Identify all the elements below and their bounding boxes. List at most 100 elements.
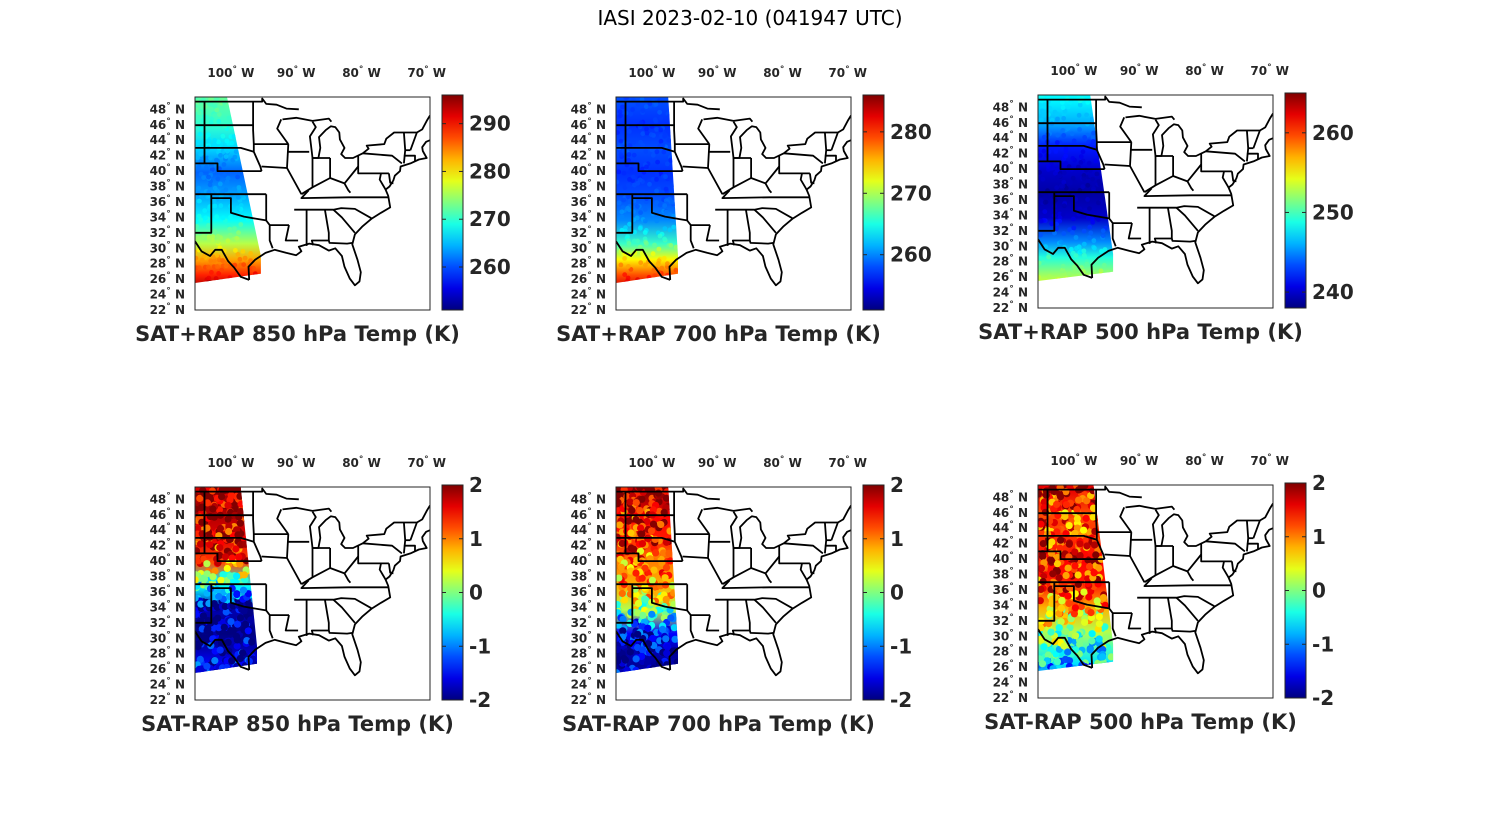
footprint-marker [1094,171,1100,177]
panel-title: SAT-RAP 700 hPa Temp (K) [562,712,875,736]
footprint-marker [212,138,218,143]
map-boundaries [616,97,851,287]
footprint-marker [1038,232,1043,238]
footprint-marker [619,227,625,233]
footprint-marker [616,200,622,206]
footprint-marker [1093,158,1098,164]
footprint-marker [1101,262,1107,268]
footprint-marker [626,498,634,506]
lat-tick-label: 40° N [571,163,606,178]
lat-tick-label: 24° N [150,677,185,692]
footprint-marker [662,595,670,603]
footprint-marker [195,571,200,579]
footprint-marker [656,246,662,252]
footprint-marker [632,569,640,577]
footprint-marker [196,110,202,116]
footprint-marker [648,132,654,138]
footprint-marker [1039,95,1045,100]
lat-tick-label: 44° N [993,130,1028,145]
footprint-marker [233,591,241,599]
footprint-marker [618,152,624,157]
footprint-marker [232,226,237,232]
lat-tick-label: 36° N [993,582,1028,597]
footprint-marker [227,627,235,635]
footprint-marker [616,179,620,185]
lat-tick-label: 40° N [150,163,185,178]
lat-tick-label: 42° N [571,148,606,163]
footprint-marker [637,530,645,538]
footprint-marker [622,256,627,261]
footprint-marker [206,206,212,212]
footprint-marker [207,182,213,188]
footprint-marker [660,142,666,148]
lat-tick-label: 36° N [571,584,606,599]
footprint-marker [1062,170,1067,176]
footprint-marker [1076,244,1082,250]
footprint-marker [1062,571,1070,580]
footprint-marker [1041,148,1047,154]
footprint-marker [1090,135,1096,141]
map-boundaries [1038,95,1273,285]
footprint-marker [235,553,243,561]
footprint-marker [657,109,662,115]
footprint-marker [621,170,627,176]
footprint-marker [201,175,206,180]
footprint-marker [204,155,210,161]
lat-tick-label: 34° N [150,599,185,614]
footprint-marker [670,624,678,632]
footprint-marker [643,149,649,154]
lat-tick-label: 22° N [571,692,606,707]
lat-tick-label: 36° N [993,192,1028,207]
footprint-marker [637,244,643,250]
footprint-marker [223,154,229,159]
footprint-marker [1051,583,1060,591]
footprint-marker [653,118,659,124]
footprint-marker [1085,562,1094,571]
footprint-marker [1068,246,1074,252]
footprint-marker [1060,105,1066,111]
footprint-marker [673,244,678,250]
footprint-marker [652,273,658,279]
footprint-marker [658,115,664,121]
footprint-marker [642,207,648,212]
footprint-marker [1038,218,1044,224]
footprint-marker [1065,583,1074,591]
footprint-marker [1064,592,1072,600]
lat-tick-label: 24° N [571,677,606,692]
footprint-marker [196,265,202,270]
footprint-marker [238,222,244,227]
footprint-marker [244,590,253,598]
footprint-marker [233,620,242,628]
footprint-marker [1080,184,1086,190]
footprint-marker [227,618,235,626]
footprint-marker [1073,515,1081,523]
footprint-marker [233,632,241,640]
footprint-marker [621,197,627,203]
footprint-marker [203,570,211,578]
lon-tick-label: 70° W [828,455,867,470]
footprint-marker [226,115,232,121]
footprint-marker [650,566,658,574]
footprint-marker [1065,125,1071,131]
footprint-marker [197,617,205,625]
lat-tick-label: 26° N [150,661,185,676]
footprint-marker [1091,130,1096,136]
colorbar-tick-label: 290 [469,112,511,136]
footprint-marker [1044,213,1050,218]
footprint-marker [225,527,233,536]
footprint-marker [654,200,660,205]
footprint-marker [1038,153,1043,158]
footprint-marker [1045,620,1053,628]
footprint-marker [673,658,678,666]
lat-tick-label: 38° N [571,179,606,194]
footprint-marker [1077,102,1083,108]
footprint-marker [235,174,240,180]
footprint-marker [1102,247,1108,252]
footprint-marker [1086,160,1092,166]
footprint-marker [209,270,214,275]
footprint-marker [236,560,244,568]
footprint-marker [620,205,626,211]
lat-tick-label: 34° N [993,597,1028,612]
footprint-marker [654,127,659,132]
footprint-marker [1038,206,1044,211]
